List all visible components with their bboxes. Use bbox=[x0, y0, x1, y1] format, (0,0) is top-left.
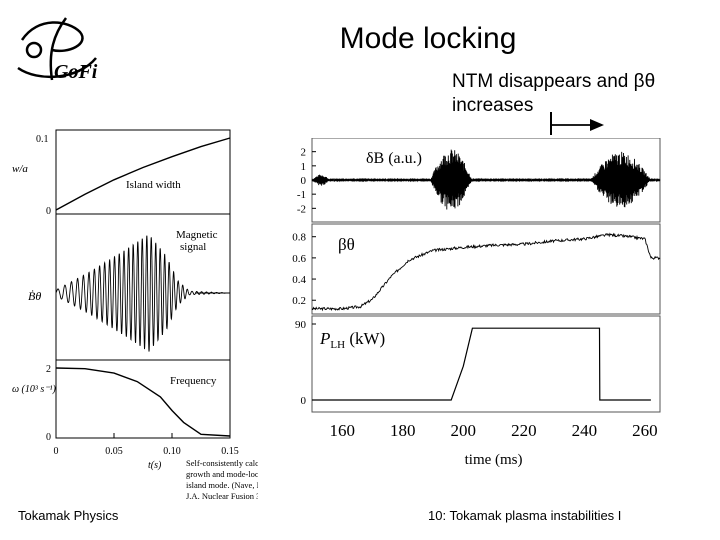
slide-title: Mode locking bbox=[339, 22, 517, 55]
island-width-curve bbox=[55, 137, 231, 211]
exp-xtick-200: 200 bbox=[451, 421, 477, 440]
logo-orbit bbox=[25, 41, 43, 59]
island-tick-0: 0 bbox=[46, 206, 51, 217]
citation-line: growth and mode-locking for an m = 2 bbox=[186, 469, 258, 479]
citation-line: island mode. (Nave, M.F.F. and Wesson, bbox=[186, 480, 258, 490]
db-ytick-1: 1 bbox=[301, 161, 307, 173]
island-ylabel: w/a bbox=[12, 163, 28, 175]
logo-text: GoFi bbox=[54, 61, 98, 83]
db-trace bbox=[311, 149, 661, 210]
db-ytick-2: 2 bbox=[301, 147, 307, 159]
beta-theta-trace bbox=[311, 232, 661, 312]
magnetic-signal-label-line2: signal bbox=[180, 241, 206, 253]
footer-right: 10: Tokamak plasma instabilities I bbox=[428, 508, 622, 523]
db-ytick--2: -2 bbox=[297, 203, 306, 215]
theory-xtick-0: 0 bbox=[54, 446, 59, 457]
frequency-label: Frequency bbox=[170, 375, 217, 387]
logo-arc bbox=[17, 57, 97, 79]
magnetic-signal-trace bbox=[55, 235, 230, 352]
right-experimental-figure: 2 1 0 -1 -2 δB (a.u.) 0.8 0.6 0.4 0.2 βθ 90 0 PLH (kW… bbox=[292, 138, 661, 468]
citation-line: J.A. Nuclear Fusion 30, 2575 (1990).) bbox=[186, 491, 258, 501]
db-ytick-0: 0 bbox=[301, 175, 307, 187]
beta-ytick-0.8: 0.8 bbox=[292, 232, 306, 244]
theory-xtick-0.05: 0.05 bbox=[105, 446, 123, 457]
beta-ytick-0.2: 0.2 bbox=[292, 295, 306, 307]
beta-theta-series-label: βθ bbox=[338, 235, 355, 254]
plh-ytick-90: 90 bbox=[295, 319, 307, 331]
exp-panel-frame bbox=[311, 315, 661, 413]
theory-xtick-0.15: 0.15 bbox=[221, 446, 239, 457]
beta-ytick-0.6: 0.6 bbox=[292, 253, 306, 265]
theory-frame bbox=[55, 129, 231, 439]
plh-series-label: PLH (kW) bbox=[319, 329, 385, 351]
frequency-tick-0: 0 bbox=[46, 432, 51, 443]
db-ytick--1: -1 bbox=[297, 189, 306, 201]
exp-xtick-180: 180 bbox=[390, 421, 416, 440]
exp-xtick-260: 260 bbox=[632, 421, 658, 440]
gofi-logo: GoFi bbox=[17, 17, 98, 83]
exp-xtick-220: 220 bbox=[511, 421, 536, 440]
ntm-annotation-line2: increases bbox=[452, 95, 534, 116]
footer-left: Tokamak Physics bbox=[18, 508, 119, 523]
exp-xtick-240: 240 bbox=[572, 421, 598, 440]
citation-line: Self-consistently calculated bbox=[186, 458, 258, 468]
frequency-curve bbox=[55, 367, 231, 437]
theory-xlabel: t(s) bbox=[148, 460, 162, 471]
frequency-tick-2: 2 bbox=[46, 364, 51, 375]
logo-spine bbox=[49, 17, 68, 81]
exp-panel-frame bbox=[311, 223, 661, 315]
plh-ytick-0: 0 bbox=[301, 395, 307, 407]
island-width-label: Island width bbox=[126, 179, 181, 191]
logo-swirl bbox=[20, 21, 84, 53]
island-tick-0.1: 0.1 bbox=[36, 134, 49, 145]
magnetic-ylabel: Ḃθ bbox=[28, 289, 41, 303]
frequency-ylabel: ω (10³ s⁻¹) bbox=[12, 384, 57, 395]
left-theory-figure: Island width0.10w/aMagneticsignalḂθFrequ… bbox=[12, 129, 258, 501]
exp-xtick-160: 160 bbox=[330, 421, 356, 440]
exp-xlabel: time (ms) bbox=[465, 452, 523, 468]
magnetic-signal-label-line1: Magnetic bbox=[176, 229, 218, 241]
db-series-label: δB (a.u.) bbox=[366, 150, 422, 167]
arrow-head bbox=[590, 119, 604, 131]
plh-trace bbox=[312, 327, 651, 401]
ntm-annotation-line1: NTM disappears and βθ bbox=[452, 71, 656, 92]
beta-ytick-0.4: 0.4 bbox=[292, 274, 306, 286]
theory-xtick-0.10: 0.10 bbox=[163, 446, 181, 457]
ntm-annotation: NTM disappears and βθ increases bbox=[452, 70, 655, 118]
